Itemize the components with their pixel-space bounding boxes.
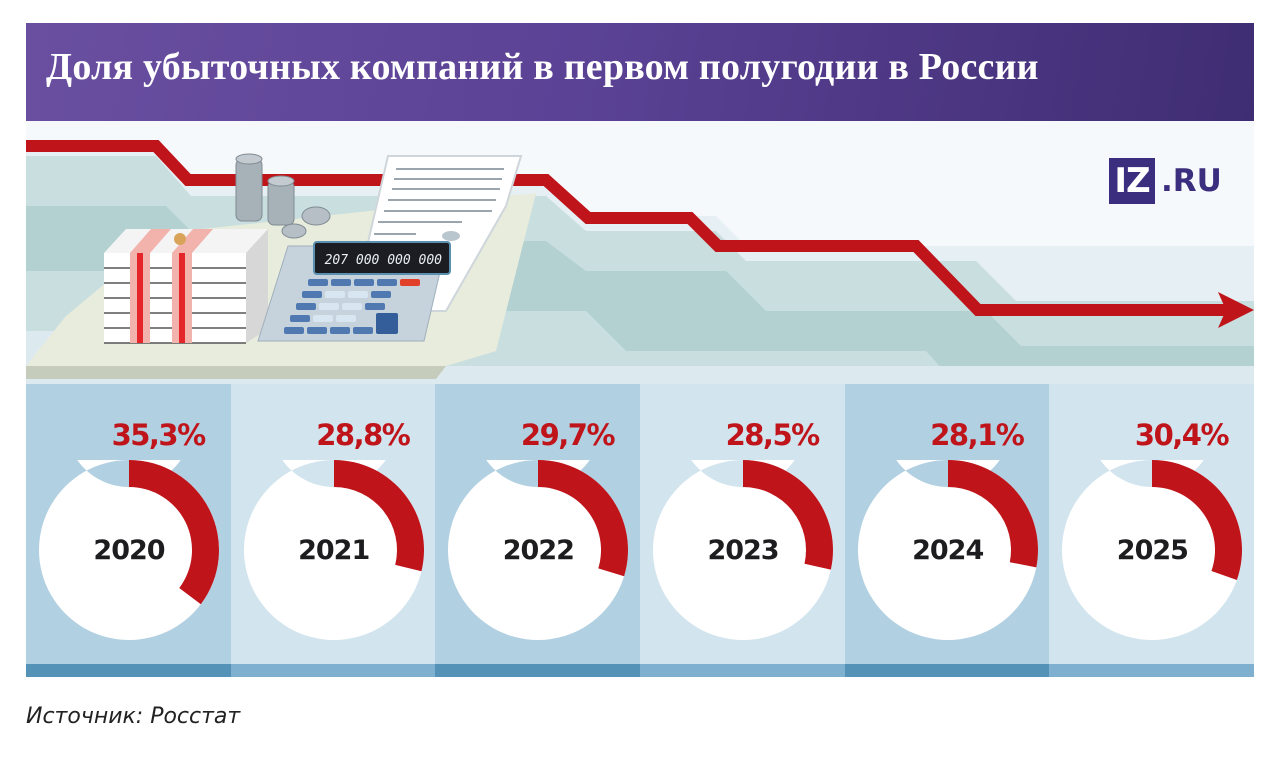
panel-2022: 29,7% 2022 bbox=[435, 384, 641, 677]
iz-ru-logo: IZ .RU bbox=[1109, 158, 1222, 204]
logo-box: IZ bbox=[1109, 158, 1155, 204]
donut-segment bbox=[743, 460, 834, 570]
donut-chart bbox=[243, 460, 424, 640]
percent-label: 28,5% bbox=[725, 418, 821, 452]
panel-2025: 30,4% 2025 bbox=[1049, 384, 1255, 677]
logo-suffix: .RU bbox=[1161, 163, 1222, 199]
year-label: 2021 bbox=[298, 534, 370, 566]
page-title: Доля убыточных компаний в первом полугод… bbox=[46, 46, 1039, 88]
panel-base-bar bbox=[435, 664, 641, 677]
panel-base-bar bbox=[26, 664, 231, 677]
illustration: 207 000 000 000 bbox=[26, 121, 1254, 384]
year-label: 2024 bbox=[912, 534, 984, 566]
panel-base-bar bbox=[230, 664, 436, 677]
money-stack bbox=[104, 229, 268, 344]
donut-chart bbox=[39, 460, 219, 640]
percent-label: 28,8% bbox=[316, 418, 411, 452]
donut-chart bbox=[653, 460, 834, 640]
title-banner: Доля убыточных компаний в первом полугод… bbox=[26, 23, 1254, 121]
panel-2024: 28,1% 2024 bbox=[844, 384, 1050, 677]
panel-2021: 28,8% 2021 bbox=[230, 384, 436, 677]
donut-segment bbox=[129, 460, 219, 605]
donut-segment bbox=[538, 460, 629, 577]
panel-base-bar bbox=[1049, 664, 1255, 677]
year-label: 2025 bbox=[1116, 534, 1189, 566]
panel-2020: 35,3% 2020 bbox=[26, 384, 231, 677]
percent-label: 29,7% bbox=[520, 418, 616, 452]
year-label: 2023 bbox=[707, 534, 779, 566]
source-note: Источник: Росстат bbox=[26, 704, 241, 729]
coin-stacks bbox=[235, 153, 331, 239]
percent-label: 35,3% bbox=[111, 418, 207, 452]
donut-segment bbox=[1152, 460, 1243, 580]
donut-chart bbox=[857, 460, 1038, 640]
panel-base-bar bbox=[844, 664, 1050, 677]
year-label: 2022 bbox=[502, 534, 575, 566]
percent-label: 30,4% bbox=[1134, 418, 1230, 452]
year-label: 2020 bbox=[93, 534, 165, 566]
calculator-display: 207 000 000 000 bbox=[325, 253, 443, 268]
donut-panels: 35,3% 2020 28,8% 2021 29,7% 2022 28,5% 2… bbox=[26, 384, 1255, 677]
percent-label: 28,1% bbox=[930, 418, 1025, 452]
trend-illustration-graphic: 207 000 000 000 bbox=[26, 121, 1254, 384]
donut-chart bbox=[1062, 460, 1243, 640]
calculator: 207 000 000 000 bbox=[257, 241, 451, 342]
panel-base-bar bbox=[640, 664, 845, 677]
donut-segment bbox=[947, 460, 1038, 568]
donut-chart bbox=[448, 460, 629, 640]
panel-2023: 28,5% 2023 bbox=[640, 384, 845, 677]
donut-segment bbox=[333, 460, 424, 572]
